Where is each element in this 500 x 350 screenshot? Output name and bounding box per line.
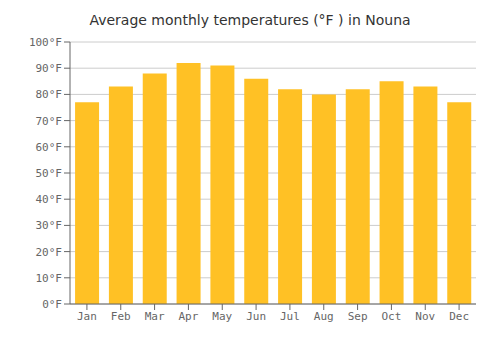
- svg-text:Sep: Sep: [348, 310, 368, 323]
- svg-text:Mar: Mar: [145, 310, 165, 323]
- svg-text:Feb: Feb: [111, 310, 131, 323]
- svg-text:0°F: 0°F: [42, 298, 62, 311]
- svg-text:100°F: 100°F: [29, 36, 62, 49]
- svg-text:20°F: 20°F: [36, 246, 63, 259]
- svg-text:70°F: 70°F: [36, 115, 63, 128]
- svg-text:Jun: Jun: [246, 310, 266, 323]
- svg-text:May: May: [212, 310, 232, 323]
- svg-text:Aug: Aug: [314, 310, 334, 323]
- svg-text:90°F: 90°F: [36, 62, 63, 75]
- svg-text:50°F: 50°F: [36, 167, 63, 180]
- html-text:Average monthly temperatures (: Average monthly temperatures (°F ) in No…: [89, 12, 411, 28]
- svg-text:10°F: 10°F: [36, 272, 63, 285]
- svg-text:Jul: Jul: [280, 310, 300, 323]
- svg-text:Nov: Nov: [415, 310, 435, 323]
- svg-text:60°F: 60°F: [36, 141, 63, 154]
- svg-text:Apr: Apr: [178, 310, 198, 323]
- svg-text:40°F: 40°F: [36, 193, 63, 206]
- svg-text:30°F: 30°F: [36, 219, 63, 232]
- svg-text:Oct: Oct: [381, 310, 401, 323]
- svg-text:80°F: 80°F: [36, 88, 63, 101]
- svg-text:Dec: Dec: [449, 310, 469, 323]
- svg-text:Jan: Jan: [77, 310, 97, 323]
